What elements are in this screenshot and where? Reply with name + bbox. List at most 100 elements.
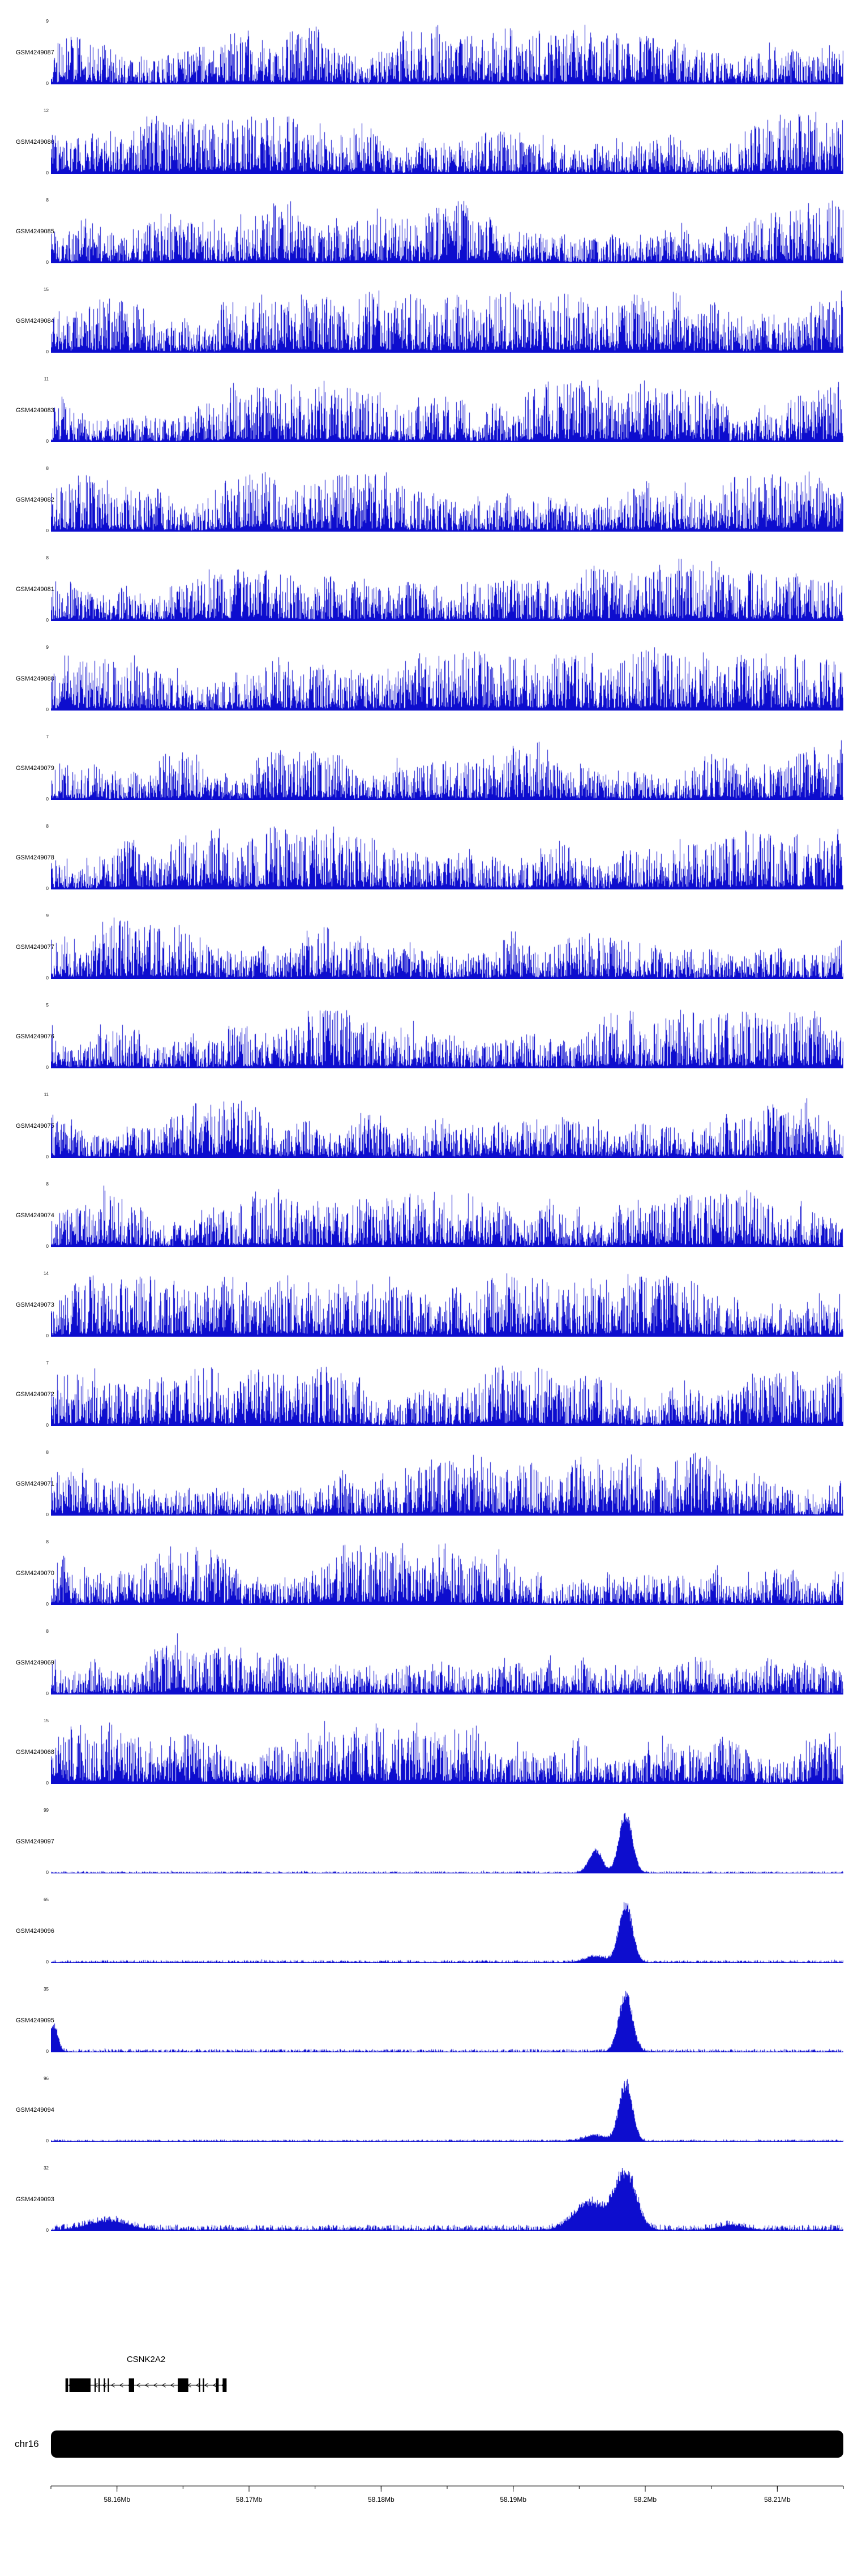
y-axis-min-label: 0 — [46, 170, 49, 176]
y-axis-max-label: 9 — [46, 19, 49, 24]
gene-exon-box — [178, 2378, 188, 2392]
y-axis-max-label: 7 — [46, 1360, 49, 1366]
coverage-signal-canvas — [51, 1363, 843, 1426]
coverage-track-row: GSM4249083 11 0 — [0, 366, 849, 455]
track-label: GSM4249079 — [16, 764, 54, 772]
gene-exon-box — [203, 2378, 204, 2392]
y-axis-min-label: 0 — [46, 2138, 49, 2143]
coverage-track-row: GSM4249086 12 0 — [0, 97, 849, 187]
gene-model — [65, 2378, 227, 2392]
y-axis-min-label: 0 — [46, 1512, 49, 1517]
coverage-signal-canvas — [51, 647, 843, 711]
coverage-track-row: GSM4249072 7 0 — [0, 1350, 849, 1439]
y-axis-min-label: 0 — [46, 1065, 49, 1070]
coverage-track-row: GSM4249074 8 0 — [0, 1171, 849, 1260]
coverage-signal-canvas — [51, 826, 843, 889]
y-axis-min-label: 0 — [46, 1691, 49, 1696]
track-label: GSM4249083 — [16, 406, 54, 414]
coverage-track-row: GSM4249069 8 0 — [0, 1618, 849, 1708]
y-axis-max-label: 8 — [46, 1182, 49, 1187]
y-axis-max-label: 8 — [46, 198, 49, 203]
strand-arrow-icon — [195, 2383, 200, 2387]
y-axis-min-label: 0 — [46, 1781, 49, 1786]
track-label: GSM4249085 — [16, 228, 54, 235]
y-axis-min-label: 0 — [46, 707, 49, 712]
y-axis-min-label: 0 — [46, 2049, 49, 2054]
y-axis-min-label: 0 — [46, 1423, 49, 1428]
track-label: GSM4249084 — [16, 317, 54, 324]
y-axis-max-label: 11 — [44, 376, 49, 382]
track-label: GSM4249087 — [16, 49, 54, 56]
coverage-signal-canvas — [51, 468, 843, 532]
coverage-signal-canvas — [51, 289, 843, 353]
track-label: GSM4249095 — [16, 2017, 54, 2024]
axis-tick-label: 58.16Mb — [104, 2496, 130, 2504]
track-label: GSM4249071 — [16, 1480, 54, 1487]
track-label: GSM4249093 — [16, 2196, 54, 2203]
coverage-track-row: GSM4249097 99 0 — [0, 1797, 849, 1886]
track-plot: 99 0 — [44, 1808, 843, 1875]
y-axis-min-label: 0 — [46, 1333, 49, 1338]
y-axis-max-label: 11 — [44, 1092, 49, 1097]
coverage-track-row: GSM4249078 8 0 — [0, 813, 849, 902]
strand-arrow-icon — [144, 2383, 149, 2387]
y-axis-min-label: 0 — [46, 81, 49, 86]
coverage-signal-canvas — [51, 558, 843, 621]
coverage-track-row: GSM4249081 8 0 — [0, 545, 849, 634]
coverage-track-row: GSM4249079 7 0 — [0, 724, 849, 813]
coverage-signal-canvas — [51, 1005, 843, 1068]
y-axis-max-label: 15 — [44, 1718, 49, 1723]
track-plot: 14 0 — [44, 1272, 843, 1338]
gene-track: CSNK2A2 — [0, 2355, 849, 2403]
strand-arrow-icon — [170, 2383, 174, 2387]
coverage-signal-canvas — [51, 379, 843, 442]
coverage-signal-canvas — [51, 21, 843, 84]
strand-arrow-icon — [153, 2383, 157, 2387]
track-label: GSM4249072 — [16, 1390, 54, 1398]
y-axis-min-label: 0 — [46, 886, 49, 891]
axis-tick-label: 58.18Mb — [368, 2496, 395, 2504]
axis-tick-label: 58.17Mb — [236, 2496, 263, 2504]
strand-arrow-icon — [110, 2383, 115, 2387]
gene-exon-box — [65, 2378, 68, 2392]
track-label: GSM4249070 — [16, 1569, 54, 1577]
track-label: GSM4249096 — [16, 1927, 54, 1935]
gene-exon-box — [98, 2378, 100, 2392]
chromosome-track: chr16 — [0, 2430, 849, 2458]
y-axis-min-label: 0 — [46, 260, 49, 265]
y-axis-min-label: 0 — [46, 439, 49, 444]
y-axis-min-label: 0 — [46, 618, 49, 623]
coverage-track-row: GSM4249085 8 0 — [0, 187, 849, 276]
coverage-track-row: GSM4249093 32 0 — [0, 2155, 849, 2244]
track-plot: 32 0 — [44, 2166, 843, 2233]
y-axis-max-label: 96 — [44, 2076, 49, 2081]
axis-tick-label: 58.19Mb — [500, 2496, 526, 2504]
gene-exon-box — [128, 2378, 134, 2392]
track-label: GSM4249069 — [16, 1659, 54, 1666]
coverage-signal-canvas — [51, 2078, 843, 2142]
strand-arrow-icon — [161, 2383, 166, 2387]
track-plot: 35 0 — [44, 1987, 843, 2054]
y-axis-min-label: 0 — [46, 1602, 49, 1607]
y-axis-min-label: 0 — [46, 797, 49, 802]
gene-exon-box — [69, 2378, 91, 2392]
y-axis-max-label: 32 — [44, 2166, 49, 2171]
y-axis-max-label: 99 — [44, 1808, 49, 1813]
coverage-signal-canvas — [51, 200, 843, 263]
chromosome-ideogram — [51, 2430, 843, 2458]
y-axis-min-label: 0 — [46, 1959, 49, 1965]
coverage-signal-canvas — [51, 1631, 843, 1694]
track-plot: 12 0 — [44, 109, 843, 176]
coverage-signal-canvas — [51, 1542, 843, 1605]
y-axis-min-label: 0 — [46, 1870, 49, 1875]
coverage-track-row: GSM4249096 65 0 — [0, 1886, 849, 1976]
axis-tick-label: 58.21Mb — [764, 2496, 791, 2504]
